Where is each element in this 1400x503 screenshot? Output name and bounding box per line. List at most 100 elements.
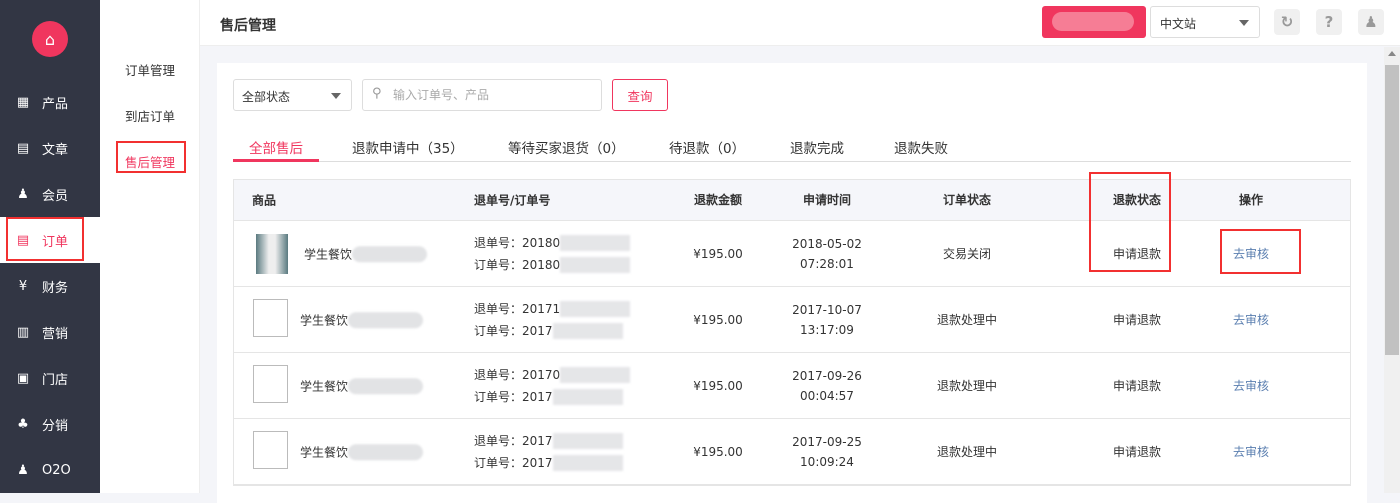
- status-select-value: 全部状态: [242, 90, 291, 104]
- submenu-item-store-orders[interactable]: 到店订单: [124, 109, 175, 124]
- product-name[interactable]: 学生餐饮: [300, 443, 424, 461]
- apply-time: 2018-05-02 07:28:01: [767, 234, 887, 274]
- redacted-text: [560, 301, 631, 317]
- highlight-box: [1220, 229, 1301, 274]
- column-header: 退款金额: [693, 193, 742, 207]
- sidebar-item-distribution[interactable]: ♣ 分销: [0, 401, 100, 447]
- sidebar-item-label: 订单: [42, 234, 69, 250]
- refund-number: 退单号：20170: [474, 367, 561, 382]
- review-link[interactable]: 去审核: [1232, 378, 1269, 393]
- highlight-box: [116, 141, 186, 173]
- tab-all[interactable]: 全部售后: [249, 141, 303, 157]
- order-status: 退款处理中: [936, 444, 997, 459]
- sidebar-item-product[interactable]: ▦ 产品: [0, 79, 100, 125]
- order-numbers: 退单号：20171 订单号：2017: [474, 298, 631, 342]
- submenu: 订单管理 到店订单 售后管理: [100, 0, 200, 493]
- text: 10:09:24: [800, 454, 854, 469]
- text: 00:04:57: [800, 388, 854, 403]
- tab-refund-requested[interactable]: 退款申请中（35）: [352, 141, 464, 157]
- redacted-text: [352, 246, 428, 263]
- sidebar-item-marketing[interactable]: ▥ 营销: [0, 309, 100, 355]
- apply-time: 2017-10-07 13:17:09: [767, 300, 887, 340]
- site-select[interactable]: 中文站: [1150, 6, 1260, 38]
- redacted-text: [348, 444, 424, 461]
- refresh-icon[interactable]: ↻: [1274, 9, 1300, 35]
- home-button[interactable]: ⌂: [32, 21, 68, 57]
- tab-pending-refund[interactable]: 待退款（0）: [669, 141, 746, 157]
- table-row: 学生餐饮 退单号：2017 订单号：2017 ¥195.00 2017-09-25 10:…: [234, 419, 1350, 485]
- review-link[interactable]: 去审核: [1232, 246, 1269, 261]
- redacted-text: [552, 323, 623, 339]
- member-icon: ♟: [17, 186, 29, 202]
- order-number: 订单号：2017: [474, 323, 553, 338]
- network-icon: ♣: [17, 416, 29, 432]
- search-box[interactable]: ⚲: [362, 79, 602, 111]
- page-title: 售后管理: [220, 18, 276, 34]
- submenu-item-order-management[interactable]: 订单管理: [124, 63, 175, 78]
- sidebar-item-finance[interactable]: ¥ 财务: [0, 263, 100, 309]
- product-name[interactable]: 学生餐饮: [304, 245, 428, 263]
- search-input[interactable]: [393, 88, 593, 102]
- order-status: 退款处理中: [936, 378, 997, 393]
- o2o-icon: ♟: [17, 462, 29, 478]
- product-image: [256, 234, 288, 274]
- redacted-text: [552, 455, 623, 471]
- status-select[interactable]: 全部状态: [233, 79, 352, 111]
- text: 学生餐饮: [304, 246, 353, 261]
- sidebar-item-article[interactable]: ▤ 文章: [0, 125, 100, 171]
- yen-icon: ¥: [18, 278, 28, 294]
- order-status: 退款处理中: [936, 312, 997, 327]
- refund-amount: ¥195.00: [693, 378, 743, 393]
- refund-status: 申请退款: [1112, 312, 1161, 327]
- order-number: 订单号：20180: [474, 257, 561, 272]
- order-numbers: 退单号：20180 订单号：20180: [474, 232, 631, 276]
- redacted-text: [552, 389, 623, 405]
- query-button[interactable]: 查询: [612, 79, 668, 111]
- product-name[interactable]: 学生餐饮: [300, 377, 424, 395]
- refund-status: 申请退款: [1112, 246, 1161, 261]
- sidebar-item-label: O2O: [42, 462, 71, 478]
- column-header: 订单状态: [942, 193, 991, 207]
- text: 学生餐饮: [300, 312, 349, 327]
- text: 学生餐饮: [300, 444, 349, 459]
- text: 2018-05-02: [792, 236, 862, 251]
- help-icon[interactable]: ?: [1316, 9, 1342, 35]
- sidebar-item-label: 文章: [42, 142, 69, 158]
- redacted-text: [560, 235, 631, 251]
- order-icon: ▤: [16, 232, 30, 248]
- order-numbers: 退单号：2017 订单号：2017: [474, 430, 623, 474]
- account-button[interactable]: [1042, 6, 1146, 38]
- column-header: 商品: [252, 193, 277, 208]
- refund-amount: ¥195.00: [693, 312, 743, 327]
- scrollbar-thumb[interactable]: [1385, 65, 1399, 355]
- submenu-item-after-sales[interactable]: 售后管理: [124, 155, 175, 170]
- scroll-up-icon[interactable]: [1388, 51, 1396, 56]
- refund-amount: ¥195.00: [693, 444, 743, 459]
- tab-refund-failed[interactable]: 退款失败: [894, 141, 948, 157]
- refund-amount: ¥195.00: [693, 246, 743, 261]
- product-image: [253, 365, 288, 403]
- scrollbar[interactable]: [1384, 47, 1400, 493]
- redacted-text: [560, 367, 631, 383]
- sidebar-item-o2o[interactable]: ♟ O2O: [0, 447, 100, 493]
- document-icon: ▤: [16, 140, 30, 156]
- content-card: 全部状态 ⚲ 查询 全部售后 退款申请中（35） 等待买家退货（0） 待退款（0…: [217, 63, 1367, 503]
- home-icon: ⌂: [44, 29, 56, 49]
- user-icon[interactable]: ♟: [1358, 9, 1384, 35]
- refund-number: 退单号：2017: [474, 433, 553, 448]
- redacted-text: [348, 378, 424, 395]
- tab-refund-complete[interactable]: 退款完成: [790, 141, 844, 157]
- product-image: [253, 299, 288, 337]
- product-name[interactable]: 学生餐饮: [300, 311, 424, 329]
- tab-awaiting-return[interactable]: 等待买家退货（0）: [508, 141, 625, 157]
- sidebar-item-member[interactable]: ♟ 会员: [0, 171, 100, 217]
- review-link[interactable]: 去审核: [1232, 312, 1269, 327]
- apply-time: 2017-09-25 10:09:24: [767, 432, 887, 472]
- table-row: 学生餐饮 退单号：20171 订单号：2017 ¥195.00 2017-10-07 13…: [234, 287, 1350, 353]
- tab-bar: 全部售后 退款申请中（35） 等待买家退货（0） 待退款（0） 退款完成 退款失…: [233, 131, 1351, 162]
- search-icon: ⚲: [372, 86, 382, 101]
- sidebar-item-store[interactable]: ▣ 门店: [0, 355, 100, 401]
- column-header: 退款状态: [1112, 193, 1161, 207]
- review-link[interactable]: 去审核: [1232, 444, 1269, 459]
- table-row: 学生餐饮 退单号：20180 订单号：20180 ¥195.00 2018-05-02 0…: [234, 221, 1350, 287]
